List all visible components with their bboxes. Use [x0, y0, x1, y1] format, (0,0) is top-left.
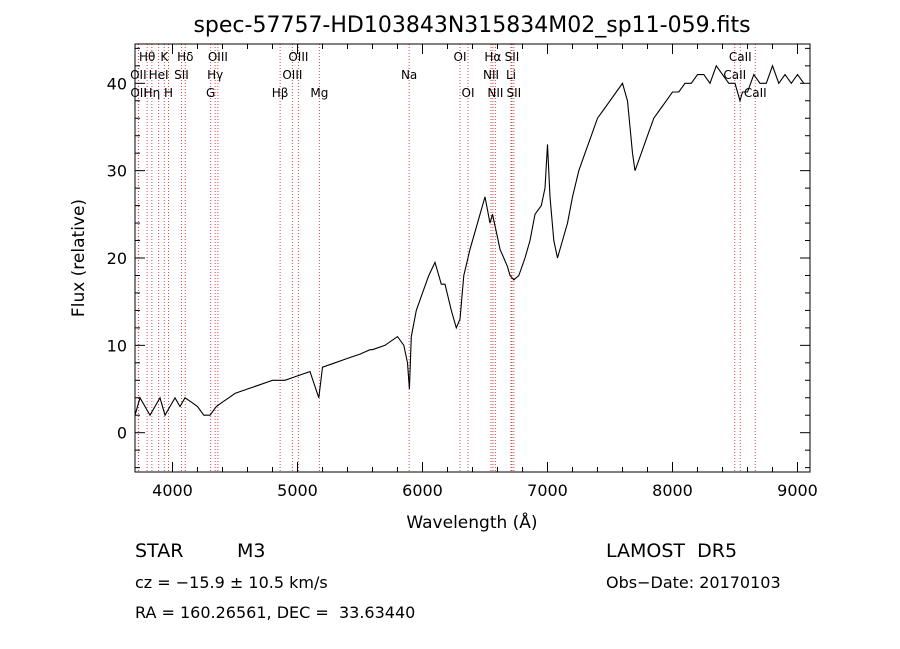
- x-tick-label: 8000: [652, 481, 693, 500]
- spectral-line-label: CaII: [723, 68, 746, 82]
- subclass: M3: [237, 540, 266, 562]
- x-tick-label: 5000: [277, 481, 318, 500]
- survey-label: LAMOST DR5: [606, 540, 738, 562]
- y-tick-label: 30: [107, 162, 127, 181]
- observation-date: Obs−Date: 20170103: [606, 573, 781, 592]
- spectral-line-label: Na: [401, 68, 417, 82]
- spectral-line-label: Hβ: [272, 86, 289, 100]
- spectral-line-label: CaII: [729, 50, 752, 64]
- y-tick-label: 20: [107, 249, 127, 268]
- spectrum-series-line: [134, 64, 805, 417]
- object-class: STAR: [135, 540, 184, 562]
- y-tick-label: 0: [117, 424, 127, 443]
- spectral-line-label: OI: [454, 50, 467, 64]
- spectral-line-label: K: [160, 50, 169, 64]
- x-tick-label: 9000: [777, 481, 818, 500]
- spectral-line-label: OIII: [282, 68, 302, 82]
- spectral-line-label: OII: [130, 86, 147, 100]
- spectral-line-label: SII: [174, 68, 189, 82]
- spectral-line-label: OIII: [288, 50, 308, 64]
- x-tick-label: 4000: [152, 481, 193, 500]
- x-tick-label: 7000: [527, 481, 568, 500]
- y-axis-label: Flux (relative): [69, 199, 89, 317]
- spectral-line-label: Hδ: [177, 50, 193, 64]
- x-axis-label: Wavelength (Å): [406, 511, 537, 533]
- redshift-velocity: cz = −15.9 ± 10.5 km/s: [135, 573, 328, 592]
- spectral-line-label: Mg: [310, 86, 328, 100]
- coordinates: RA = 160.26561, DEC = 33.63440: [135, 603, 416, 622]
- spectral-line-label: Hα: [484, 50, 501, 64]
- spectral-line-label: Hθ: [139, 50, 155, 64]
- spectral-line-label: SII: [505, 50, 520, 64]
- spectral-line-label: SII: [507, 86, 522, 100]
- axes: 4000 5000 6000 7000 8000 9000 0 10 20 30 40: [107, 44, 818, 500]
- spectral-line-label: H: [164, 86, 173, 100]
- spectral-line-label: Hγ: [207, 68, 223, 82]
- y-tick-label: 10: [107, 336, 127, 355]
- spectral-line-label: Hη: [144, 86, 161, 100]
- spectral-line-label: OIII: [208, 50, 228, 64]
- x-tick-label: 6000: [402, 481, 443, 500]
- spectral-line-label: CaII: [744, 86, 767, 100]
- spectral-line-label: OII: [130, 68, 147, 82]
- spectral-line-label: NII: [483, 68, 499, 82]
- spectral-line-label: NII: [487, 86, 503, 100]
- spectral-line-label: HeI: [149, 68, 169, 82]
- spectral-line-markers: [137, 44, 756, 472]
- spectral-line-label: G: [206, 86, 215, 100]
- spectral-line-label: Li: [506, 68, 516, 82]
- y-tick-label: 40: [107, 74, 127, 93]
- plot-frame: [134, 43, 811, 473]
- chart-title: spec-57757-HD103843N315834M02_sp11-059.f…: [193, 13, 750, 38]
- spectral-line-label: OI: [462, 86, 475, 100]
